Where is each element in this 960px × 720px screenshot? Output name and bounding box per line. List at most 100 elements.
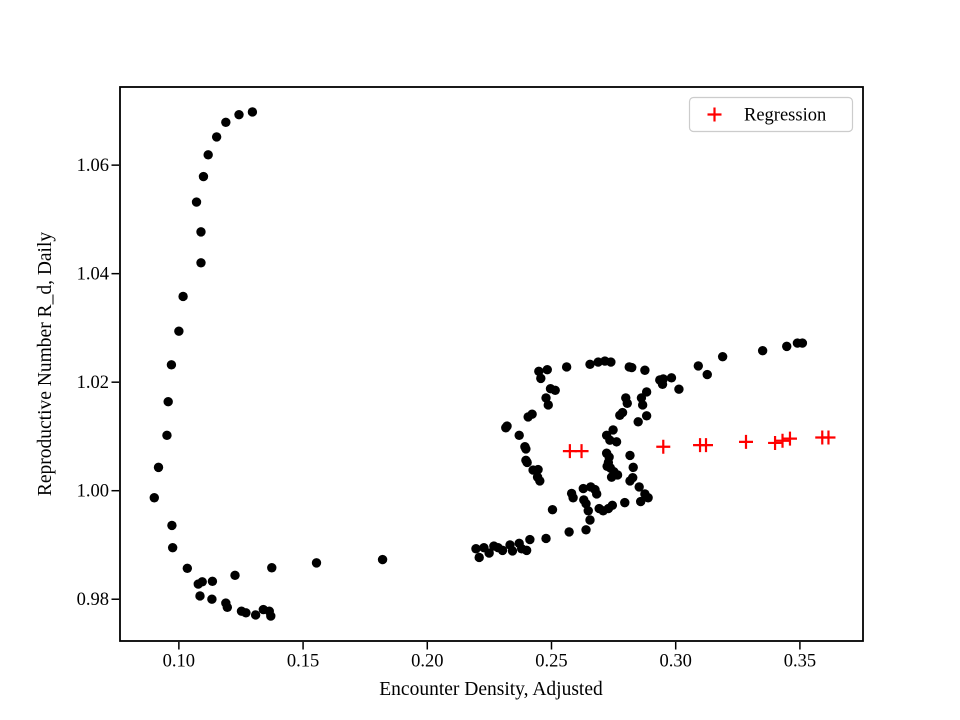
data-point <box>167 542 178 553</box>
data-point <box>241 608 251 618</box>
data-point <box>585 515 595 525</box>
data-point <box>657 379 668 390</box>
data-point <box>207 594 217 604</box>
data-point <box>625 450 635 461</box>
data-point <box>797 338 808 348</box>
regression-point <box>782 431 797 446</box>
data-point <box>564 527 574 537</box>
y-tick-label: 1.00 <box>77 482 109 502</box>
data-point <box>182 563 193 573</box>
data-point <box>542 364 552 375</box>
data-point <box>541 393 551 403</box>
data-point <box>163 397 173 407</box>
x-tick-label: 0.20 <box>411 652 443 672</box>
regression-point <box>574 444 589 459</box>
data-point <box>471 544 481 554</box>
data-point <box>607 500 618 511</box>
data-point <box>484 548 494 558</box>
data-point <box>501 423 511 433</box>
legend-box <box>688 96 854 133</box>
data-point <box>207 576 218 587</box>
y-tick-label: 1.04 <box>77 265 109 285</box>
x-tick-label: 0.25 <box>535 652 567 672</box>
data-point <box>585 359 595 369</box>
data-point <box>625 476 635 486</box>
data-point <box>522 457 532 468</box>
data-point <box>234 109 244 120</box>
y-tick-label: 1.02 <box>77 373 109 393</box>
data-point <box>581 525 591 535</box>
regression-point <box>738 434 753 449</box>
x-tick-label: 0.10 <box>163 652 195 672</box>
y-axis-ticks: 0.98 1.00 1.02 1.04 1.06 <box>77 156 119 610</box>
data-point <box>203 150 213 160</box>
data-point <box>266 611 276 621</box>
data-point <box>230 570 240 581</box>
data-point <box>221 117 231 127</box>
data-point <box>666 373 677 383</box>
data-point <box>702 369 712 380</box>
data-point <box>592 489 602 499</box>
data-point <box>174 326 184 336</box>
observations-series <box>149 107 808 621</box>
data-point <box>377 554 388 565</box>
legend-entry-label: Regression <box>744 106 826 126</box>
data-point <box>211 132 222 142</box>
data-point <box>674 384 684 394</box>
data-point <box>620 497 630 508</box>
legend: Regression <box>688 96 854 133</box>
x-tick-label: 0.30 <box>660 652 692 672</box>
data-point <box>633 417 643 427</box>
data-point <box>550 385 560 396</box>
data-point <box>162 430 172 441</box>
data-point <box>627 362 637 373</box>
data-point <box>191 197 202 207</box>
regression-plus-icon <box>707 107 722 122</box>
plot-area <box>119 86 864 642</box>
data-point <box>612 470 623 480</box>
data-point <box>178 291 188 302</box>
data-point <box>640 365 650 375</box>
y-tick-label: 0.98 <box>77 590 109 610</box>
data-point <box>617 407 628 418</box>
data-point <box>541 533 551 544</box>
data-point <box>497 545 508 556</box>
data-point <box>547 504 558 515</box>
data-point <box>608 425 618 435</box>
data-point <box>641 411 652 421</box>
x-axis-label: Encounter Density, Adjusted <box>379 679 603 700</box>
regression-point <box>699 438 714 453</box>
x-tick-label: 0.35 <box>784 652 816 672</box>
data-point <box>581 499 591 509</box>
data-point <box>195 591 205 601</box>
data-point <box>247 107 258 117</box>
data-point <box>196 258 206 268</box>
data-point <box>267 563 277 573</box>
data-point <box>586 482 596 492</box>
data-point <box>521 444 531 454</box>
data-point <box>543 400 553 410</box>
data-point <box>153 462 164 473</box>
regression-point <box>562 444 577 459</box>
data-point <box>606 357 616 367</box>
y-tick-label: 1.06 <box>77 156 109 176</box>
regression-point <box>656 439 671 454</box>
data-point <box>583 506 593 516</box>
data-point <box>634 482 644 492</box>
data-point <box>635 496 646 507</box>
y-axis-label: Reproductive Number R_d, Daily <box>35 232 56 497</box>
regression-series <box>562 430 836 459</box>
data-point <box>523 412 533 422</box>
data-point <box>717 351 728 362</box>
data-point <box>222 602 233 613</box>
data-point <box>474 552 484 563</box>
data-point <box>643 493 653 503</box>
data-point <box>628 462 638 473</box>
data-point <box>568 493 578 503</box>
data-point <box>507 546 518 556</box>
data-point <box>521 545 532 556</box>
data-point <box>535 476 545 486</box>
data-point <box>311 558 322 568</box>
